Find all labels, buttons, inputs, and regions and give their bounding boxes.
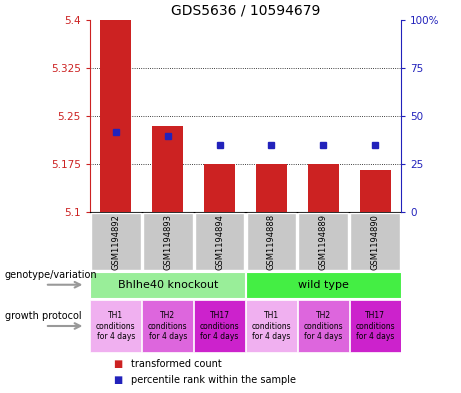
Text: GSM1194890: GSM1194890: [371, 214, 380, 270]
Bar: [142, 300, 193, 352]
Bar: [247, 213, 296, 270]
Bar: [100, 20, 131, 212]
Text: TH1
conditions
for 4 days: TH1 conditions for 4 days: [252, 311, 291, 341]
Bar: [204, 164, 235, 212]
Bar: [298, 300, 349, 352]
Bar: [256, 164, 287, 212]
Text: TH1
conditions
for 4 days: TH1 conditions for 4 days: [96, 311, 136, 341]
Bar: [90, 272, 245, 298]
Text: GSM1194889: GSM1194889: [319, 214, 328, 270]
Text: GSM1194893: GSM1194893: [163, 214, 172, 270]
Text: TH2
conditions
for 4 days: TH2 conditions for 4 days: [303, 311, 343, 341]
Text: wild type: wild type: [298, 280, 349, 290]
Text: TH17
conditions
for 4 days: TH17 conditions for 4 days: [355, 311, 395, 341]
Text: TH2
conditions
for 4 days: TH2 conditions for 4 days: [148, 311, 188, 341]
Text: GSM1194892: GSM1194892: [111, 214, 120, 270]
Bar: [143, 213, 193, 270]
Bar: [152, 125, 183, 212]
Bar: [90, 300, 141, 352]
Text: growth protocol: growth protocol: [5, 311, 81, 321]
Title: GDS5636 / 10594679: GDS5636 / 10594679: [171, 3, 320, 17]
Text: ■: ■: [113, 359, 122, 369]
Bar: [246, 300, 297, 352]
Text: GSM1194894: GSM1194894: [215, 214, 224, 270]
Text: transformed count: transformed count: [131, 359, 222, 369]
Text: percentile rank within the sample: percentile rank within the sample: [131, 375, 296, 385]
Bar: [194, 300, 245, 352]
Text: ■: ■: [113, 375, 122, 385]
Bar: [246, 272, 401, 298]
Bar: [308, 164, 339, 212]
Bar: [350, 213, 400, 270]
Text: Bhlhe40 knockout: Bhlhe40 knockout: [118, 280, 218, 290]
Text: GSM1194888: GSM1194888: [267, 214, 276, 270]
Bar: [298, 213, 348, 270]
Bar: [91, 213, 141, 270]
Bar: [360, 171, 390, 212]
Bar: [350, 300, 401, 352]
Text: genotype/variation: genotype/variation: [5, 270, 97, 280]
Text: TH17
conditions
for 4 days: TH17 conditions for 4 days: [200, 311, 239, 341]
Bar: [195, 213, 244, 270]
